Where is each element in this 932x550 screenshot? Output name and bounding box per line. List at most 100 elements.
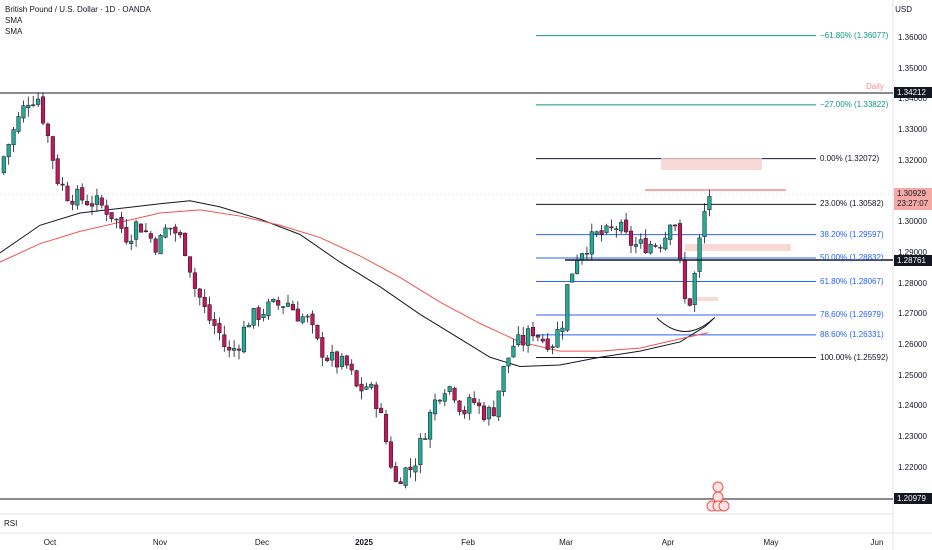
candle-body [183, 232, 188, 256]
candle-body [575, 259, 580, 274]
candle-body [271, 298, 276, 302]
candle-body [305, 315, 310, 318]
resistance-zone [685, 244, 791, 251]
small-zone [695, 297, 718, 301]
price-tag-low: 1.20979 [894, 493, 932, 504]
candle-body [158, 235, 163, 255]
price-axis-label: 1.32000 [898, 155, 927, 165]
price-axis-label: 1.23000 [898, 432, 927, 442]
candle-body [535, 335, 540, 338]
candle-body [31, 104, 36, 106]
candle-body [173, 226, 178, 234]
candle-body [36, 98, 41, 105]
candle-body [153, 238, 158, 253]
price-axis-label: 1.28000 [898, 278, 927, 288]
price-axis-label: 1.34000 [898, 94, 927, 104]
price-axis-label: 1.26000 [898, 340, 927, 349]
candle-body [119, 217, 124, 229]
fib-level-label: 38.20% (1.29597) [820, 229, 884, 239]
symbol-title[interactable]: British Pound / U.S. Dollar · 1D · OANDA [5, 5, 151, 14]
time-axis-label: Dec [254, 538, 270, 547]
candle-body [310, 313, 315, 326]
candle-body [692, 272, 697, 305]
candle-body [369, 383, 374, 388]
candle-body [212, 319, 217, 326]
candle-body [75, 188, 80, 206]
economic-event-icon [712, 481, 724, 493]
candle-body [668, 224, 673, 240]
candle-body [354, 370, 359, 387]
candle-body [217, 323, 222, 333]
candle-body [143, 230, 148, 232]
candle-body [638, 239, 643, 244]
candle-body [80, 187, 85, 201]
time-axis-label: 2025 [355, 538, 373, 547]
candle-body [334, 351, 340, 368]
candle-body [178, 232, 183, 236]
current-price: 1.30929 [897, 189, 926, 198]
candle-body [589, 231, 594, 255]
candle-body [104, 205, 109, 215]
candle-body [359, 383, 364, 392]
candle-body [614, 228, 619, 230]
horizontal-lines[interactable] [0, 92, 893, 500]
candle-body [584, 252, 589, 255]
candle-body [643, 238, 648, 253]
candle-body [349, 363, 354, 371]
candle-body [6, 144, 11, 157]
fibonacci-retracement[interactable] [0, 35, 893, 359]
candle-body [570, 273, 575, 283]
candle-body [281, 306, 286, 308]
candle-body [70, 200, 75, 205]
candle-body [673, 224, 678, 227]
price-tag-high: 1.34212 [894, 87, 932, 98]
candle-body [168, 227, 173, 230]
candle-body [511, 345, 516, 358]
candle-body [648, 244, 653, 254]
candle-body [246, 325, 251, 328]
candle-body [526, 328, 531, 346]
time-axis-label: Apr [661, 538, 675, 547]
rsi-pane-label[interactable]: RSI [4, 519, 18, 528]
price-axis-label: 1.22000 [898, 462, 927, 472]
candle-body [560, 327, 565, 332]
sma-indicator-1[interactable]: SMA [5, 16, 23, 25]
candle-body [222, 334, 227, 347]
fib-level-label: 0.00% (1.32072) [820, 153, 880, 163]
candle-body [677, 223, 683, 259]
fib-level-label: −61.80% (1.36077) [820, 30, 889, 40]
candle-body [85, 201, 90, 206]
candle-body [124, 226, 129, 243]
candle-body [21, 105, 26, 119]
candle-body [437, 399, 442, 402]
candle-body [447, 386, 452, 392]
candle-body [1, 156, 6, 174]
candle-body [241, 326, 246, 353]
candle-body [163, 227, 168, 238]
candle-body [379, 407, 384, 413]
price-axis-label: 1.30000 [898, 217, 927, 227]
candle-body [599, 230, 604, 235]
candle-body [418, 438, 423, 466]
candle-body [609, 226, 614, 229]
candle-body [187, 256, 193, 273]
candle-body [65, 185, 70, 202]
candle-body [227, 346, 232, 351]
candle-body [663, 237, 668, 250]
candle-body [467, 397, 472, 414]
candle-body [540, 338, 545, 342]
candle-body [276, 300, 281, 306]
candle-body [138, 223, 144, 233]
fib-level-label: 23.00% (1.30582) [820, 199, 884, 209]
currency-label[interactable]: USD [895, 5, 912, 14]
fib-level-label: 100.00% (1.25592) [820, 352, 889, 362]
candle-body [555, 329, 560, 348]
sma-indicator-2[interactable]: SMA [5, 27, 23, 36]
candle-body [658, 246, 663, 249]
candle-body [477, 402, 482, 407]
candle-body [364, 386, 369, 390]
price-tag-current: 1.30929 23:27:07 [894, 188, 932, 210]
price-axis-label: 1.35000 [898, 63, 927, 73]
